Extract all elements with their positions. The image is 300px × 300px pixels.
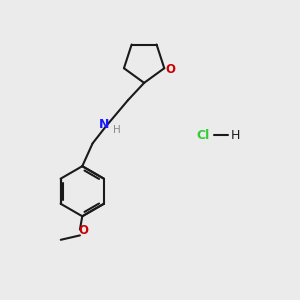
Text: O: O [79, 224, 88, 237]
Text: H: H [231, 129, 240, 142]
Text: Cl: Cl [196, 129, 210, 142]
Text: O: O [166, 63, 176, 76]
Text: N: N [99, 118, 110, 131]
Text: H: H [113, 125, 121, 135]
